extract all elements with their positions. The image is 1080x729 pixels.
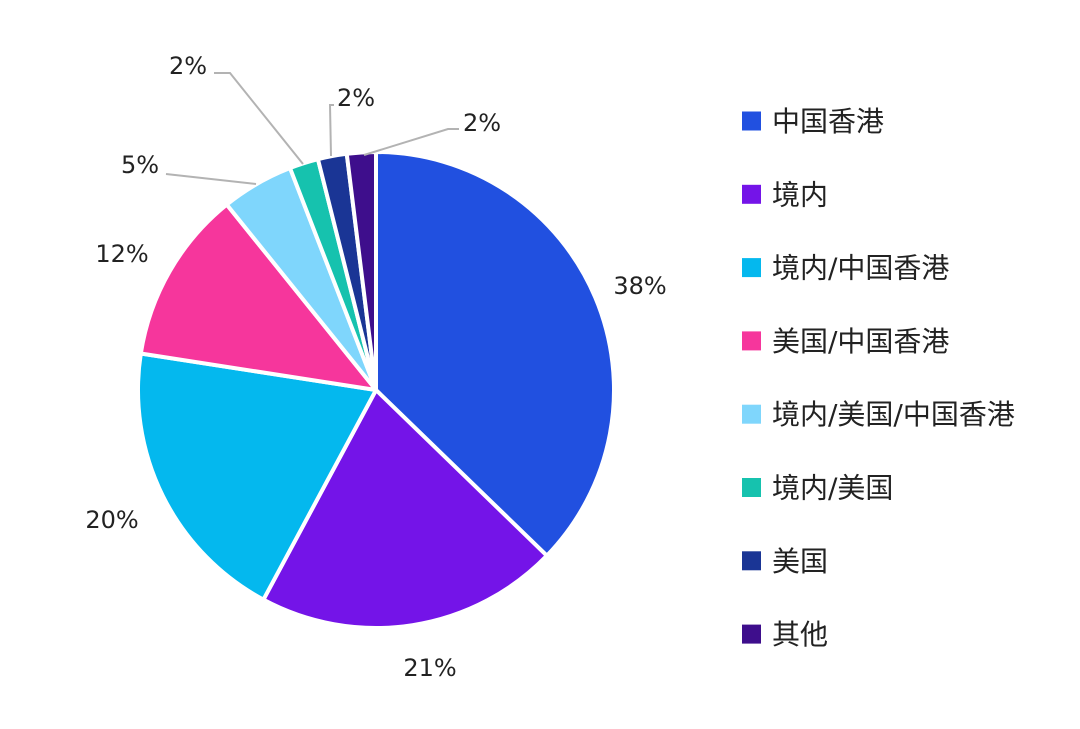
legend-item: 境内/中国香港	[742, 252, 949, 285]
legend-label: 境内/美国	[772, 472, 893, 505]
legend-label: 美国/中国香港	[772, 325, 949, 358]
percent-label-3: 20%	[85, 506, 138, 534]
pie-slice-2	[261, 388, 549, 630]
percent-labels: 38% 21% 20% 12% 5% 2% 2% 2%	[85, 52, 666, 682]
legend-item: 美国/中国香港	[742, 325, 949, 358]
legend-swatch	[742, 258, 761, 278]
leader-line-5	[165, 173, 257, 185]
legend-swatch	[742, 478, 761, 497]
percent-label-1: 38%	[613, 272, 666, 300]
legend-item: 其他	[742, 618, 828, 651]
leader-lines	[165, 72, 459, 185]
percent-label-6: 2%	[169, 52, 207, 80]
legend-label: 境内	[772, 178, 828, 211]
leader-line-7	[328, 104, 334, 157]
legend-label: 美国	[772, 545, 828, 578]
legend-item: 美国	[742, 545, 828, 578]
percent-label-4: 12%	[95, 240, 148, 268]
percent-label-8: 2%	[463, 109, 501, 137]
legend-item: 境内/美国	[742, 472, 893, 505]
leader-line-8	[363, 128, 459, 156]
legend-swatch	[742, 184, 761, 204]
percent-label-5: 5%	[121, 151, 159, 179]
legend-swatch	[742, 331, 761, 351]
percent-label-7: 2%	[337, 84, 375, 112]
legend-swatch	[742, 551, 761, 571]
pie-slice-3	[136, 351, 378, 602]
legend-item: 境内	[742, 178, 828, 211]
legend-label: 中国香港	[772, 105, 884, 138]
pie-slice-1	[374, 150, 616, 558]
legend-label: 其他	[772, 618, 828, 651]
legend-item: 境内/美国/中国香港	[742, 398, 1015, 431]
legend-swatch	[742, 624, 761, 644]
leader-line-6	[214, 72, 304, 165]
percent-label-2: 21%	[403, 654, 456, 682]
legend-label: 境内/美国/中国香港	[772, 398, 1015, 431]
legend-swatch	[742, 111, 761, 131]
pie-slices	[136, 149, 616, 630]
pie-slice-4	[138, 202, 378, 392]
legend-swatch	[742, 404, 761, 424]
legend-label: 境内/中国香港	[772, 252, 949, 285]
legend-item: 中国香港	[742, 105, 884, 138]
